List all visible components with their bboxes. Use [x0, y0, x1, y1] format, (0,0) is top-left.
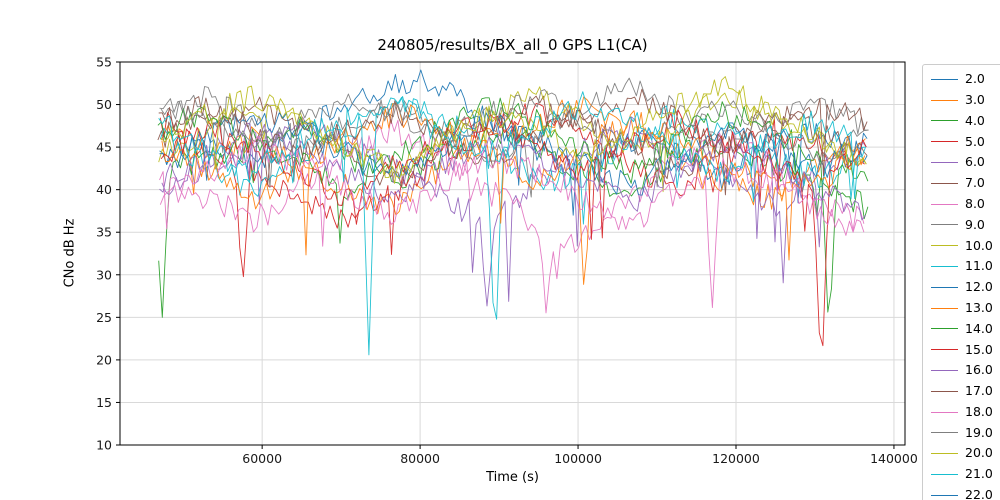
series-line-9.0: [160, 77, 869, 198]
legend-item: 6.0: [931, 152, 1000, 173]
legend-item: 5.0: [931, 131, 1000, 152]
legend-line-swatch: [931, 286, 958, 288]
series-line-10.0: [158, 86, 867, 193]
legend-item: 10.0: [931, 235, 1000, 256]
y-tick-label: 50: [96, 97, 112, 112]
legend-item: 17.0: [931, 381, 1000, 402]
series-line-16.0: [159, 122, 866, 243]
legend-item-label: 18.0: [965, 403, 993, 419]
x-tick-label: 60000: [242, 451, 282, 466]
y-tick-label: 30: [96, 267, 112, 282]
legend-line-swatch: [931, 474, 958, 476]
y-tick-label: 40: [96, 182, 112, 197]
legend-item-label: 2.0: [965, 71, 985, 87]
y-tick-label: 55: [96, 55, 112, 70]
series-line-6.0: [161, 116, 867, 307]
legend-item: 4.0: [931, 111, 1000, 132]
legend-line-swatch: [931, 78, 958, 80]
legend-item: 2.0: [931, 69, 1000, 90]
y-tick-label: 15: [96, 395, 112, 410]
legend-item-label: 12.0: [965, 279, 993, 295]
y-tick-label: 10: [96, 438, 112, 453]
y-axis-label: CNo dB Hz: [62, 218, 78, 288]
legend-item: 16.0: [931, 360, 1000, 381]
legend-line-swatch: [931, 390, 958, 392]
legend-line-swatch: [931, 245, 958, 247]
legend-item-label: 8.0: [965, 195, 985, 211]
chart-title: 240805/results/BX_all_0 GPS L1(CA): [377, 36, 648, 54]
legend-line-swatch: [931, 162, 958, 164]
legend-item-label: 3.0: [965, 91, 985, 107]
legend-line-swatch: [931, 307, 958, 309]
x-tick-label: 120000: [712, 451, 760, 466]
series-line-15.0: [160, 109, 867, 347]
legend-item-label: 22.0: [965, 487, 993, 500]
legend-item-label: 20.0: [965, 445, 993, 461]
legend-line-swatch: [931, 349, 958, 351]
y-tick-label: 25: [96, 310, 112, 325]
legend-item-label: 9.0: [965, 216, 985, 232]
legend-item: 9.0: [931, 215, 1000, 236]
legend-item: 19.0: [931, 423, 1000, 444]
legend-item-label: 7.0: [965, 175, 985, 191]
legend-item: 22.0: [931, 485, 1000, 500]
legend-line-swatch: [931, 453, 958, 455]
legend-item: 7.0: [931, 173, 1000, 194]
legend-item-label: 10.0: [965, 237, 993, 253]
legend-item-label: 19.0: [965, 424, 993, 440]
legend-line-swatch: [931, 203, 958, 205]
legend-item-label: 16.0: [965, 362, 993, 378]
y-tick-label: 45: [96, 140, 112, 155]
x-tick-label: 140000: [870, 451, 918, 466]
legend-line-swatch: [931, 370, 958, 372]
legend-line-swatch: [931, 141, 958, 143]
legend-item-label: 15.0: [965, 341, 993, 357]
legend-item-label: 5.0: [965, 133, 985, 149]
legend-item: 3.0: [931, 90, 1000, 111]
legend-item: 8.0: [931, 194, 1000, 215]
series-line-18.0: [159, 135, 865, 309]
legend-line-swatch: [931, 224, 958, 226]
y-tick-label: 35: [96, 225, 112, 240]
y-tick-label: 20: [96, 352, 112, 367]
plot-border: [119, 61, 906, 446]
legend-item-label: 14.0: [965, 320, 993, 336]
legend-item: 12.0: [931, 277, 1000, 298]
legend-item: 13.0: [931, 298, 1000, 319]
legend-line-swatch: [931, 411, 958, 413]
series-line-21.0: [158, 91, 866, 356]
legend-item-label: 4.0: [965, 112, 985, 128]
legend-item-label: 6.0: [965, 154, 985, 170]
legend-item: 18.0: [931, 402, 1000, 423]
legend-item: 15.0: [931, 339, 1000, 360]
legend: 2.0 3.0 4.0 5.0 6.0 7.0 8.0 9.0 10.0 11.0 12.0 13.0…: [922, 64, 1000, 500]
legend-line-swatch: [931, 328, 958, 330]
legend-item-label: 11.0: [965, 258, 993, 274]
x-tick-label: 80000: [400, 451, 440, 466]
legend-item: 20.0: [931, 443, 1000, 464]
legend-line-swatch: [931, 182, 958, 184]
legend-item-label: 13.0: [965, 299, 993, 315]
legend-item: 11.0: [931, 256, 1000, 277]
x-axis-label: Time (s): [486, 470, 539, 485]
series-line-17.0: [158, 88, 868, 196]
series-line-20.0: [160, 76, 867, 179]
legend-item: 21.0: [931, 464, 1000, 485]
legend-line-swatch: [931, 494, 958, 496]
legend-line-swatch: [931, 432, 958, 434]
legend-line-swatch: [931, 120, 958, 122]
x-tick-label: 100000: [554, 451, 602, 466]
legend-item-label: 21.0: [965, 466, 993, 482]
legend-item-label: 17.0: [965, 383, 993, 399]
legend-line-swatch: [931, 99, 958, 101]
legend-item: 14.0: [931, 319, 1000, 340]
legend-line-swatch: [931, 266, 958, 268]
series-line-11.0: [159, 96, 866, 320]
